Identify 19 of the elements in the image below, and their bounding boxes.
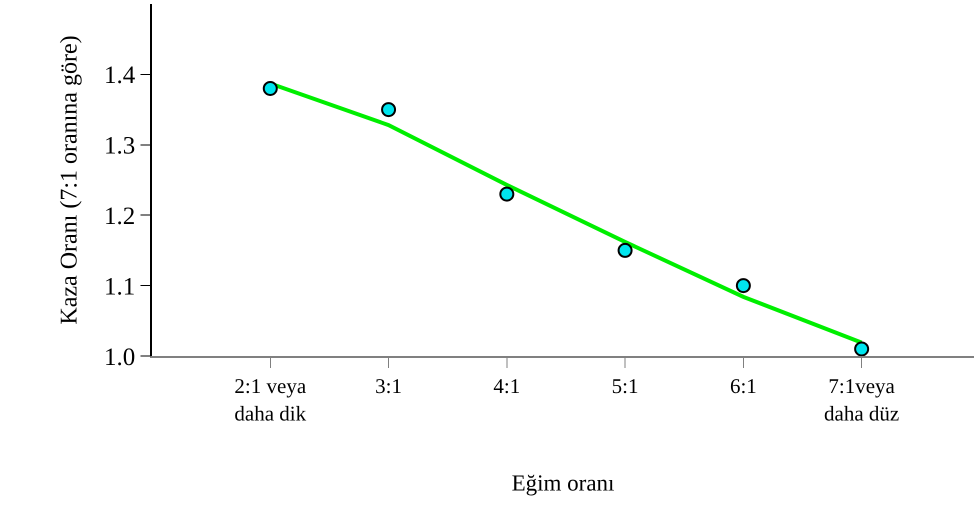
x-axis-title: Eğim oranı <box>512 470 614 496</box>
y-tick-label: 1.2 <box>104 202 136 230</box>
x-tick-label: 7:1veya daha düz <box>824 374 900 426</box>
y-tick-label: 1.3 <box>104 132 136 160</box>
x-tick-label: 2:1 veya daha dik <box>234 374 307 426</box>
point <box>618 242 633 258</box>
point <box>262 80 278 96</box>
point <box>736 278 751 294</box>
y-tick-label: 1.4 <box>104 62 136 90</box>
x-tick-label: 3:1 <box>375 374 402 398</box>
x-tick-label: 5:1 <box>612 374 639 398</box>
point <box>499 186 514 202</box>
x-tick-label: 6:1 <box>730 374 757 398</box>
point <box>854 341 870 356</box>
point <box>381 102 396 118</box>
y-tick-label: 1.1 <box>104 273 136 300</box>
y-axis-title: Kaza Oranı (7:1 oranına göre) <box>56 35 83 325</box>
x-tick-label: 4:1 <box>493 374 520 398</box>
y-tick-label: 1.0 <box>104 344 136 371</box>
